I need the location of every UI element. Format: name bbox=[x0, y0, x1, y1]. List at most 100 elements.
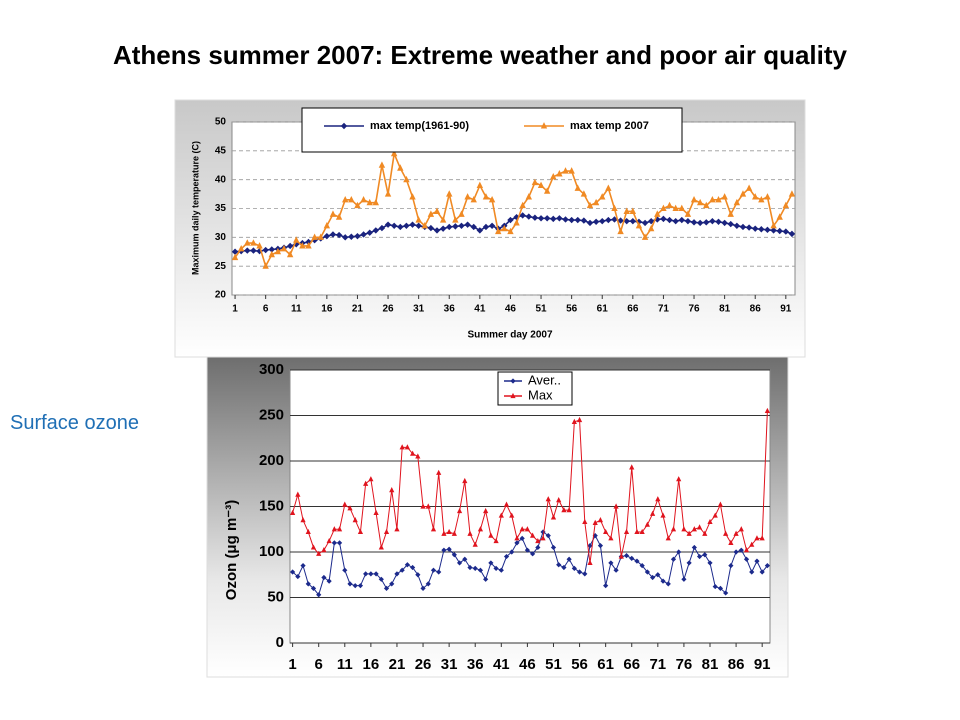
data-point bbox=[745, 224, 753, 231]
data-point bbox=[592, 218, 600, 225]
data-point bbox=[268, 250, 275, 258]
legend-label: max temp(1961-90) bbox=[370, 120, 469, 132]
data-point bbox=[531, 178, 539, 186]
data-point bbox=[690, 219, 698, 226]
data-point bbox=[727, 210, 734, 217]
y-tick-label: 35 bbox=[215, 203, 227, 214]
data-point bbox=[394, 526, 400, 532]
data-point bbox=[782, 228, 790, 235]
data-point bbox=[286, 242, 294, 250]
data-point bbox=[397, 164, 404, 171]
data-point bbox=[672, 217, 679, 225]
data-point bbox=[717, 585, 724, 591]
data-point bbox=[331, 540, 337, 546]
data-point bbox=[409, 221, 416, 228]
data-point bbox=[378, 576, 384, 582]
data-point bbox=[582, 518, 588, 525]
data-point bbox=[390, 149, 398, 157]
x-tick-label: 71 bbox=[649, 656, 666, 673]
data-point bbox=[690, 196, 698, 203]
data-point bbox=[670, 556, 677, 562]
data-point bbox=[644, 569, 650, 575]
data-point bbox=[403, 222, 410, 229]
data-point bbox=[561, 507, 567, 513]
data-point bbox=[587, 559, 593, 565]
data-point bbox=[357, 528, 364, 535]
data-point bbox=[295, 573, 301, 580]
data-point bbox=[451, 530, 457, 536]
data-point bbox=[709, 217, 716, 225]
data-point bbox=[482, 223, 490, 231]
data-point bbox=[462, 477, 468, 484]
data-point bbox=[603, 583, 609, 589]
data-point bbox=[550, 544, 557, 551]
data-point bbox=[524, 547, 530, 553]
legend-marker bbox=[340, 122, 348, 130]
data-point bbox=[250, 247, 257, 254]
data-point bbox=[331, 526, 337, 532]
data-point bbox=[451, 552, 457, 558]
data-point bbox=[580, 217, 588, 224]
data-point bbox=[326, 537, 332, 544]
data-point bbox=[410, 564, 416, 571]
data-point bbox=[531, 214, 539, 221]
data-point bbox=[764, 193, 771, 200]
data-point bbox=[310, 544, 317, 550]
data-point bbox=[597, 517, 604, 523]
data-point bbox=[650, 510, 656, 516]
data-point bbox=[530, 532, 536, 538]
data-point bbox=[321, 547, 327, 553]
data-point bbox=[703, 201, 710, 209]
data-point bbox=[684, 210, 692, 217]
data-point bbox=[268, 246, 275, 253]
data-point bbox=[639, 528, 645, 535]
data-point bbox=[404, 562, 410, 568]
data-point bbox=[566, 507, 572, 513]
x-tick-label: 51 bbox=[535, 304, 547, 315]
data-point bbox=[352, 583, 358, 589]
y-axis-label: Maximum daily temperature (C) bbox=[190, 141, 200, 275]
data-point bbox=[650, 574, 656, 581]
data-point bbox=[580, 190, 588, 197]
data-point bbox=[721, 219, 728, 227]
data-point bbox=[244, 239, 251, 246]
x-tick-label: 1 bbox=[288, 656, 296, 673]
data-point bbox=[305, 581, 311, 587]
data-point bbox=[752, 193, 759, 200]
x-tick-label: 46 bbox=[519, 656, 536, 673]
data-point bbox=[342, 567, 348, 573]
data-point bbox=[721, 193, 728, 200]
y-tick-label: 50 bbox=[267, 588, 284, 605]
data-point bbox=[415, 216, 422, 223]
x-tick-label: 31 bbox=[441, 656, 458, 673]
data-point bbox=[696, 219, 704, 227]
data-point bbox=[290, 569, 296, 575]
legend-marker bbox=[540, 122, 548, 129]
data-point bbox=[329, 231, 337, 238]
data-point bbox=[678, 216, 685, 224]
data-point bbox=[660, 215, 667, 223]
data-point bbox=[439, 216, 447, 223]
data-point bbox=[715, 196, 722, 203]
data-point bbox=[316, 550, 322, 556]
data-point bbox=[764, 563, 770, 569]
data-point bbox=[368, 571, 374, 577]
data-point bbox=[368, 476, 374, 482]
data-point bbox=[495, 227, 502, 235]
data-point bbox=[654, 216, 661, 223]
data-point bbox=[326, 578, 332, 584]
y-tick-label: 150 bbox=[259, 497, 284, 514]
x-tick-label: 56 bbox=[566, 304, 578, 315]
data-point bbox=[681, 576, 687, 582]
data-point bbox=[286, 250, 294, 258]
data-point bbox=[501, 224, 508, 232]
data-point bbox=[749, 541, 755, 547]
y-tick-label: 250 bbox=[259, 406, 284, 423]
data-point bbox=[537, 181, 545, 188]
data-point bbox=[421, 221, 428, 229]
data-point bbox=[274, 247, 282, 255]
data-point bbox=[550, 215, 557, 223]
data-point bbox=[666, 201, 673, 209]
x-tick-label: 41 bbox=[474, 304, 486, 315]
x-tick-label: 11 bbox=[291, 304, 302, 315]
